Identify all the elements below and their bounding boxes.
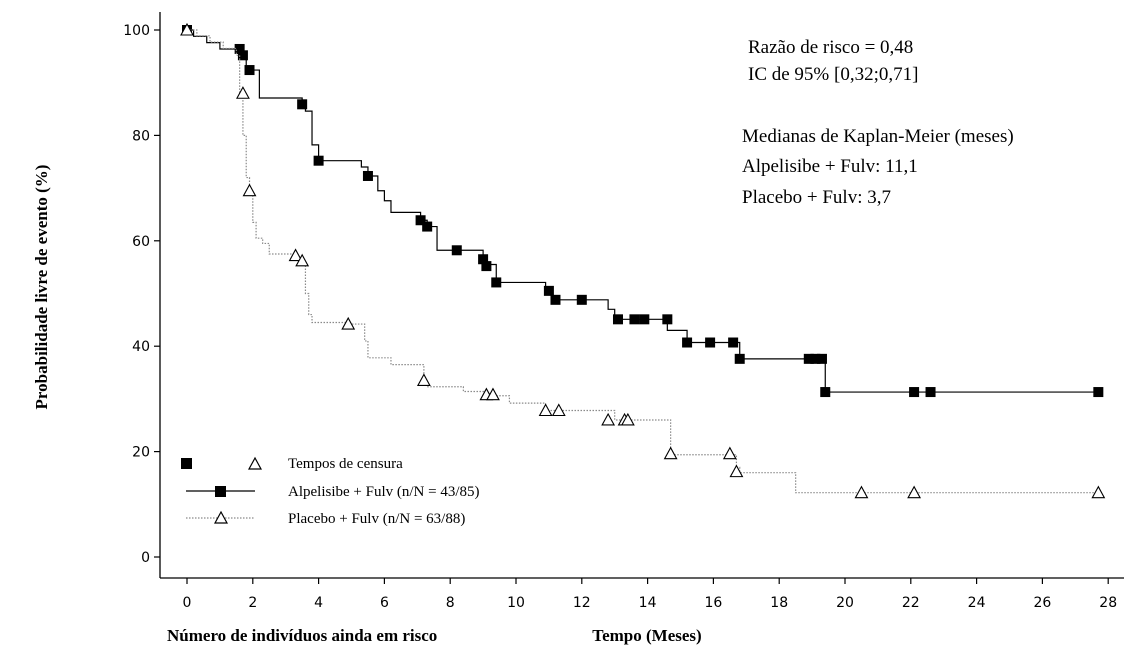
censor-marker-triangle bbox=[288, 248, 303, 262]
censor-marker-square bbox=[543, 285, 554, 296]
censor-marker-square bbox=[451, 245, 462, 256]
censor-marker-triangle bbox=[1091, 485, 1106, 499]
x-axis-ticks: 0 2 4 6 8 10 12 14 16 18 20 22 24 26 28 bbox=[183, 578, 1117, 611]
censor-marker-square bbox=[313, 155, 324, 166]
median-header-text: Medianas de Kaplan-Meier (meses) bbox=[742, 126, 1014, 147]
x-tick-label: 12 bbox=[573, 595, 591, 611]
legend-alpelisibe-label: Alpelisibe + Fulv (n/N = 43/85) bbox=[288, 484, 480, 500]
y-tick-label: 20 bbox=[132, 445, 150, 461]
censor-marker-square bbox=[362, 170, 373, 181]
censor-marker-square bbox=[816, 353, 827, 364]
series-layer bbox=[180, 22, 1106, 499]
censor-marker-square bbox=[576, 294, 587, 305]
axes bbox=[159, 12, 1124, 579]
censor-marker-square bbox=[550, 294, 561, 305]
x-tick-label: 26 bbox=[1033, 595, 1051, 611]
confidence-interval-text: IC de 95% [0,32;0,71] bbox=[748, 64, 918, 85]
x-tick-label: 18 bbox=[770, 595, 788, 611]
censor-marker-square bbox=[629, 314, 640, 325]
censor-marker-square bbox=[481, 261, 492, 272]
censor-marker-square bbox=[422, 221, 433, 232]
x-tick-label: 24 bbox=[968, 595, 986, 611]
censor-marker-square bbox=[491, 277, 502, 288]
series-step-line bbox=[187, 29, 1102, 494]
legend-placebo-marker-icon bbox=[213, 510, 229, 524]
x-tick-label: 22 bbox=[902, 595, 920, 611]
legend-censor-triangle-icon bbox=[247, 456, 263, 470]
censor-marker-triangle bbox=[722, 446, 737, 460]
legend-censor-label: Tempos de censura bbox=[288, 456, 403, 472]
censor-marker-square bbox=[810, 353, 821, 364]
y-tick-label: 100 bbox=[123, 23, 150, 39]
x-tick-label: 2 bbox=[248, 595, 257, 611]
censor-marker-triangle bbox=[341, 316, 356, 330]
x-tick-label: 8 bbox=[446, 595, 455, 611]
censor-marker-triangle bbox=[295, 253, 310, 267]
y-tick-label: 0 bbox=[141, 550, 150, 566]
y-tick-label: 40 bbox=[132, 339, 150, 355]
censor-marker-square bbox=[234, 43, 245, 54]
censor-marker-square bbox=[639, 314, 650, 325]
risk-table-label: Número de indivíduos ainda em risco bbox=[167, 626, 437, 645]
censor-marker-square bbox=[705, 337, 716, 348]
censor-marker-triangle bbox=[486, 387, 500, 401]
y-tick-label: 60 bbox=[132, 234, 150, 250]
censor-marker-triangle bbox=[620, 412, 635, 426]
y-tick-label: 80 bbox=[132, 128, 150, 144]
censor-marker-square bbox=[909, 387, 920, 398]
censor-marker-triangle bbox=[551, 403, 566, 417]
censor-marker-square bbox=[925, 387, 936, 398]
censor-marker-triangle bbox=[729, 464, 744, 478]
x-tick-label: 4 bbox=[314, 595, 323, 611]
censor-marker-triangle bbox=[601, 412, 616, 426]
censor-marker-square bbox=[244, 65, 255, 76]
censor-marker-square bbox=[1093, 387, 1104, 398]
censor-marker-square bbox=[662, 314, 673, 325]
censor-marker-triangle bbox=[663, 446, 678, 460]
censor-marker-triangle bbox=[416, 373, 431, 387]
legend-placebo-label: Placebo + Fulv (n/N = 63/88) bbox=[288, 511, 465, 527]
x-tick-label: 6 bbox=[380, 595, 389, 611]
censor-marker-square bbox=[734, 353, 745, 364]
censor-marker-square bbox=[237, 50, 248, 61]
series-placebo bbox=[180, 22, 1106, 499]
legend-alpelisibe-marker-icon bbox=[215, 486, 226, 497]
censor-marker-square bbox=[803, 353, 814, 364]
y-axis-ticks: 0 20 40 60 80 100 bbox=[123, 23, 160, 566]
legend-censor-square-icon bbox=[181, 458, 192, 469]
x-tick-label: 16 bbox=[704, 595, 722, 611]
censor-marker-triangle bbox=[180, 22, 194, 36]
hazard-ratio-text: Razão de risco = 0,48 bbox=[748, 37, 913, 58]
median-placebo-text: Placebo + Fulv: 3,7 bbox=[742, 187, 891, 208]
x-tick-label: 20 bbox=[836, 595, 854, 611]
legend: Tempos de censura Alpelisibe + Fulv (n/N… bbox=[181, 456, 480, 527]
censor-marker-square bbox=[478, 254, 489, 265]
censor-marker-square bbox=[415, 215, 426, 226]
censor-marker-triangle bbox=[538, 403, 553, 417]
x-tick-label: 0 bbox=[183, 595, 192, 611]
series-alpelisibe bbox=[182, 25, 1104, 398]
y-axis-title: Probabilidade livre de evento (%) bbox=[32, 165, 51, 410]
censor-marker-square bbox=[682, 337, 693, 348]
censor-marker-square bbox=[820, 387, 831, 398]
x-tick-label: 14 bbox=[639, 595, 657, 611]
censor-marker-triangle bbox=[907, 485, 922, 499]
censor-marker-triangle bbox=[242, 183, 257, 197]
censor-marker-triangle bbox=[854, 485, 869, 499]
median-alpelisibe-text: Alpelisibe + Fulv: 11,1 bbox=[742, 156, 918, 177]
censor-marker-square bbox=[297, 99, 308, 110]
annotations: Razão de risco = 0,48 IC de 95% [0,32;0,… bbox=[742, 37, 1014, 208]
censor-marker-triangle bbox=[236, 86, 250, 99]
x-tick-label: 28 bbox=[1099, 595, 1117, 611]
x-axis-title: Tempo (Meses) bbox=[592, 626, 701, 645]
x-tick-label: 10 bbox=[507, 595, 525, 611]
censor-marker-square bbox=[612, 314, 623, 325]
censor-marker-square bbox=[728, 337, 739, 348]
